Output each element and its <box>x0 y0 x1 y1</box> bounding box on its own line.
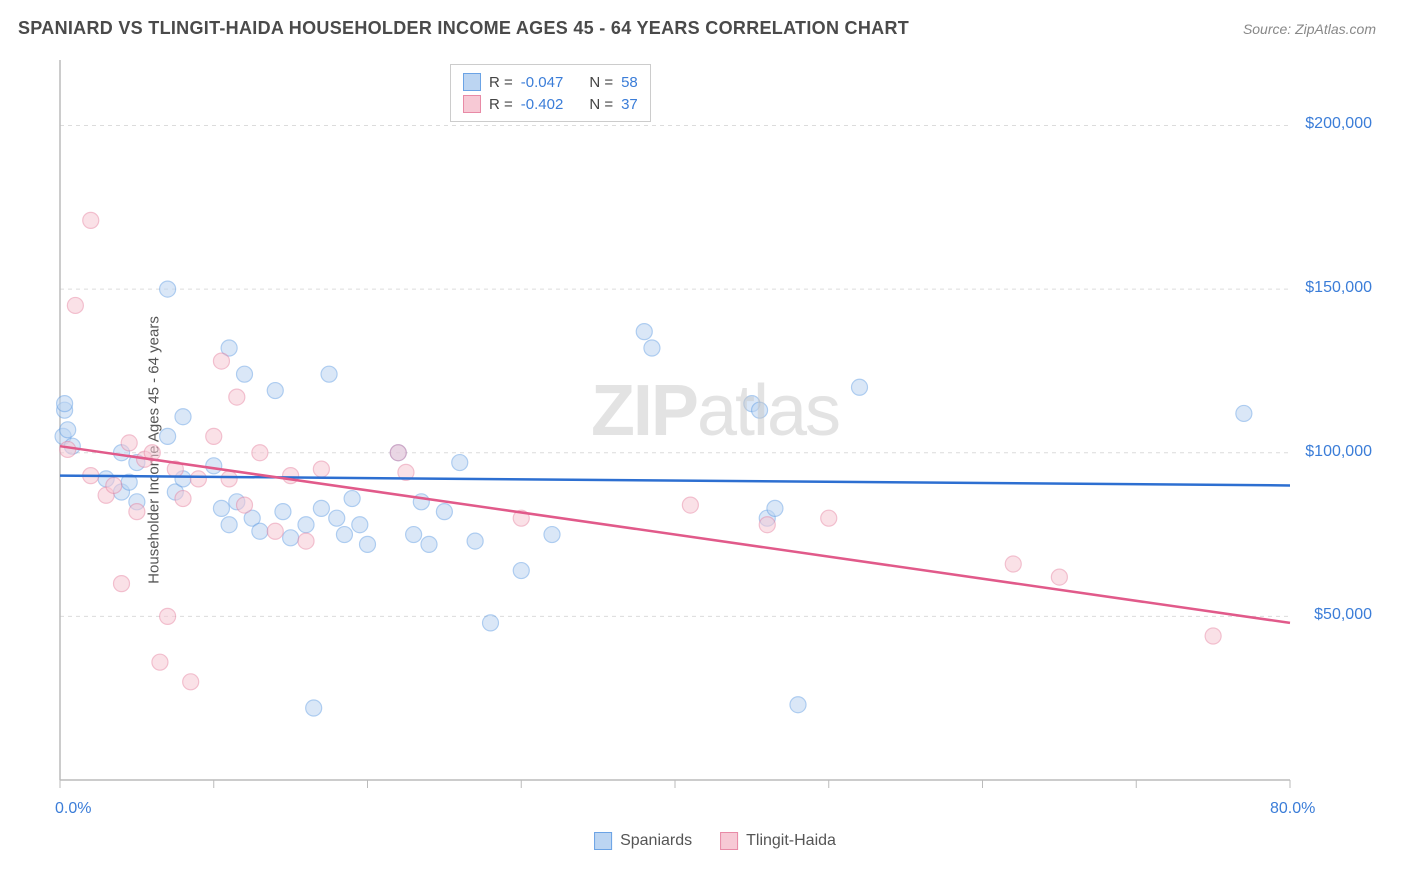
legend-swatch <box>594 832 612 850</box>
data-point <box>752 402 768 418</box>
x-min-label: 0.0% <box>55 800 91 818</box>
data-point <box>513 563 529 579</box>
data-point <box>298 517 314 533</box>
data-point <box>206 428 222 444</box>
r-label: R = <box>489 96 513 113</box>
n-value: 37 <box>621 96 638 113</box>
y-tick-label: $100,000 <box>1305 443 1372 461</box>
data-point <box>682 497 698 513</box>
data-point <box>160 428 176 444</box>
data-point <box>852 379 868 395</box>
data-point <box>360 536 376 552</box>
data-point <box>344 491 360 507</box>
data-point <box>67 297 83 313</box>
data-point <box>267 383 283 399</box>
data-point <box>221 517 237 533</box>
y-tick-label: $50,000 <box>1314 606 1372 624</box>
data-point <box>1205 628 1221 644</box>
data-point <box>767 500 783 516</box>
scatter-plot <box>50 60 1380 840</box>
data-point <box>114 576 130 592</box>
data-point <box>183 674 199 690</box>
data-point <box>60 422 76 438</box>
data-point <box>321 366 337 382</box>
data-point <box>483 615 499 631</box>
data-point <box>57 396 73 412</box>
data-point <box>544 527 560 543</box>
data-point <box>313 500 329 516</box>
legend-item: Spaniards <box>594 832 692 850</box>
data-point <box>83 212 99 228</box>
chart-area: Householder Income Ages 45 - 64 years ZI… <box>50 60 1380 840</box>
data-point <box>283 530 299 546</box>
n-value: 58 <box>621 74 638 91</box>
data-point <box>175 491 191 507</box>
data-point <box>306 700 322 716</box>
data-point <box>213 353 229 369</box>
data-point <box>790 697 806 713</box>
data-point <box>352 517 368 533</box>
legend-label: Spaniards <box>620 832 692 850</box>
data-point <box>313 461 329 477</box>
data-point <box>644 340 660 356</box>
data-point <box>275 504 291 520</box>
data-point <box>267 523 283 539</box>
y-tick-label: $200,000 <box>1305 115 1372 133</box>
r-value: -0.402 <box>521 96 564 113</box>
trend-line <box>60 446 1290 623</box>
data-point <box>175 409 191 425</box>
data-point <box>129 504 145 520</box>
data-point <box>121 435 137 451</box>
data-point <box>160 608 176 624</box>
data-point <box>467 533 483 549</box>
legend-row: R = -0.047 N = 58 <box>463 71 638 93</box>
data-point <box>452 455 468 471</box>
r-label: R = <box>489 74 513 91</box>
data-point <box>390 445 406 461</box>
data-point <box>298 533 314 549</box>
legend-swatch <box>720 832 738 850</box>
y-tick-label: $150,000 <box>1305 279 1372 297</box>
data-point <box>336 527 352 543</box>
data-point <box>636 324 652 340</box>
legend-label: Tlingit-Haida <box>746 832 836 850</box>
n-label: N = <box>589 74 613 91</box>
legend-swatch <box>463 95 481 113</box>
data-point <box>406 527 422 543</box>
data-point <box>221 471 237 487</box>
data-point <box>329 510 345 526</box>
r-value: -0.047 <box>521 74 564 91</box>
data-point <box>821 510 837 526</box>
x-max-label: 80.0% <box>1270 800 1315 818</box>
trend-line <box>60 476 1290 486</box>
data-point <box>213 500 229 516</box>
data-point <box>152 654 168 670</box>
correlation-legend: R = -0.047 N = 58 R = -0.402 N = 37 <box>450 64 651 122</box>
data-point <box>206 458 222 474</box>
source-attribution: Source: ZipAtlas.com <box>1243 21 1376 37</box>
data-point <box>421 536 437 552</box>
data-point <box>252 523 268 539</box>
data-point <box>160 281 176 297</box>
data-point <box>436 504 452 520</box>
data-point <box>229 389 245 405</box>
data-point <box>1051 569 1067 585</box>
data-point <box>252 445 268 461</box>
data-point <box>190 471 206 487</box>
n-label: N = <box>589 96 613 113</box>
data-point <box>237 366 253 382</box>
data-point <box>60 441 76 457</box>
legend-swatch <box>463 73 481 91</box>
legend-row: R = -0.402 N = 37 <box>463 93 638 115</box>
data-point <box>759 517 775 533</box>
chart-title: SPANIARD VS TLINGIT-HAIDA HOUSEHOLDER IN… <box>18 18 909 39</box>
data-point <box>237 497 253 513</box>
data-point <box>1236 405 1252 421</box>
legend-item: Tlingit-Haida <box>720 832 836 850</box>
data-point <box>1005 556 1021 572</box>
series-legend: Spaniards Tlingit-Haida <box>594 832 836 850</box>
data-point <box>106 477 122 493</box>
